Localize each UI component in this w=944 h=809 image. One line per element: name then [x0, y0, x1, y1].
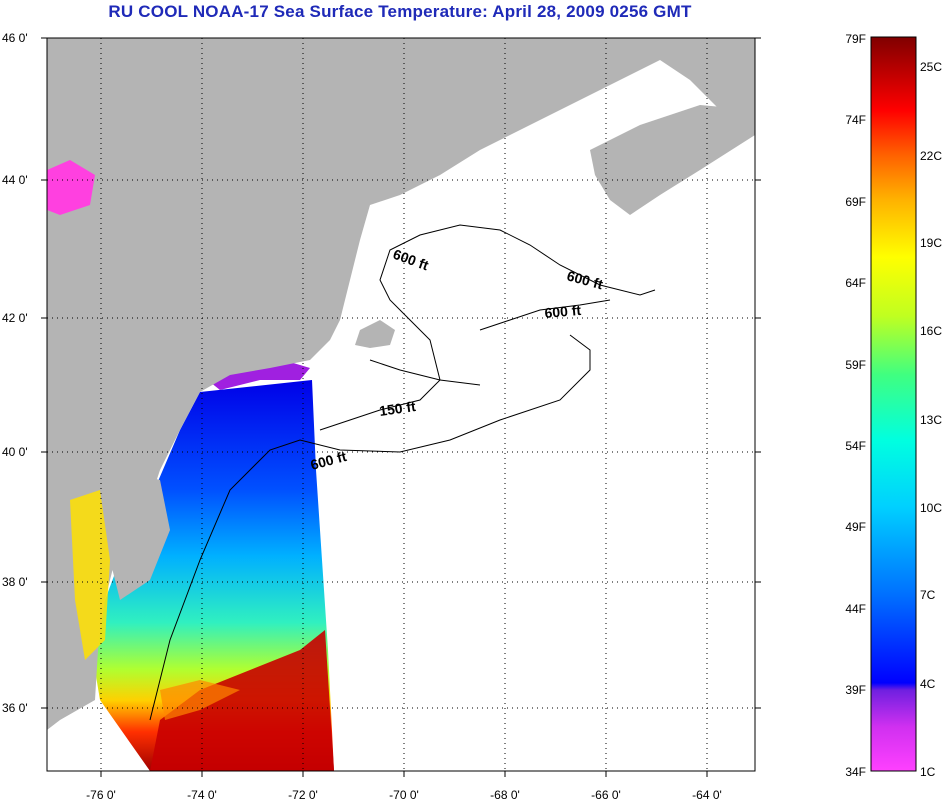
colorbar-c-label: 16C	[920, 324, 942, 338]
axis-ticks	[41, 37, 761, 777]
colorbar-f-label: 44F	[845, 602, 866, 616]
gulf-stream-edge	[160, 680, 240, 720]
land-nova-scotia	[590, 105, 755, 215]
contour-150ft	[369, 359, 481, 386]
colorbar-c-label: 1C	[920, 765, 936, 779]
contour-label: 600 ft	[544, 302, 582, 321]
lon-label: -68 0'	[490, 788, 520, 802]
lon-label: -76 0'	[86, 788, 116, 802]
colorbar-c-label: 19C	[920, 236, 942, 250]
lat-label: 46 0'	[2, 31, 28, 45]
gulf-stream	[150, 630, 334, 771]
lon-label: -72 0'	[288, 788, 318, 802]
colorbar-f-label: 69F	[845, 195, 866, 209]
lon-label: -64 0'	[692, 788, 722, 802]
colorbar-c-label: 10C	[920, 501, 942, 515]
lat-label: 38 0'	[2, 575, 28, 589]
contour-600ft-georges	[479, 299, 611, 331]
colorbar-c-label: 7C	[920, 588, 936, 602]
map-title: RU COOL NOAA-17 Sea Surface Temperature:…	[108, 2, 692, 21]
colorbar-f-label: 64F	[845, 276, 866, 290]
colorbar-f-label: 39F	[845, 683, 866, 697]
land-cape-cod	[355, 320, 395, 348]
colorbar-f-label: 59F	[845, 358, 866, 372]
contour-label: 150 ft	[378, 398, 417, 419]
inland-warm-patch	[47, 160, 95, 215]
lat-label: 42 0'	[2, 311, 28, 325]
colorbar-f-label: 79F	[845, 32, 866, 46]
contour-600ft-gulf-maine	[319, 224, 656, 431]
colorbar	[870, 36, 917, 772]
land-delmarva	[110, 470, 170, 600]
colorbar-c-label: 25C	[920, 60, 942, 74]
lat-label: 36 0'	[2, 701, 28, 715]
land-mainland	[47, 38, 755, 730]
colorbar-c-label: 13C	[920, 413, 942, 427]
lon-label: -70 0'	[389, 788, 419, 802]
colorbar-f-label: 74F	[845, 113, 866, 127]
colorbar-c-label: 4C	[920, 677, 936, 691]
long-island-sound	[205, 362, 310, 390]
colorbar-f-label: 49F	[845, 520, 866, 534]
lon-label: -66 0'	[591, 788, 621, 802]
lon-label: -74 0'	[187, 788, 217, 802]
graticule	[47, 38, 755, 771]
lat-label: 40 0'	[2, 445, 28, 459]
contour-600ft	[149, 334, 591, 721]
map-frame	[46, 37, 756, 772]
colorbar-f-label: 54F	[845, 439, 866, 453]
colorbar-f-label: 34F	[845, 765, 866, 779]
colorbar-c-label: 22C	[920, 149, 942, 163]
lat-label: 44 0'	[2, 173, 28, 187]
chesapeake-bay	[70, 490, 110, 660]
